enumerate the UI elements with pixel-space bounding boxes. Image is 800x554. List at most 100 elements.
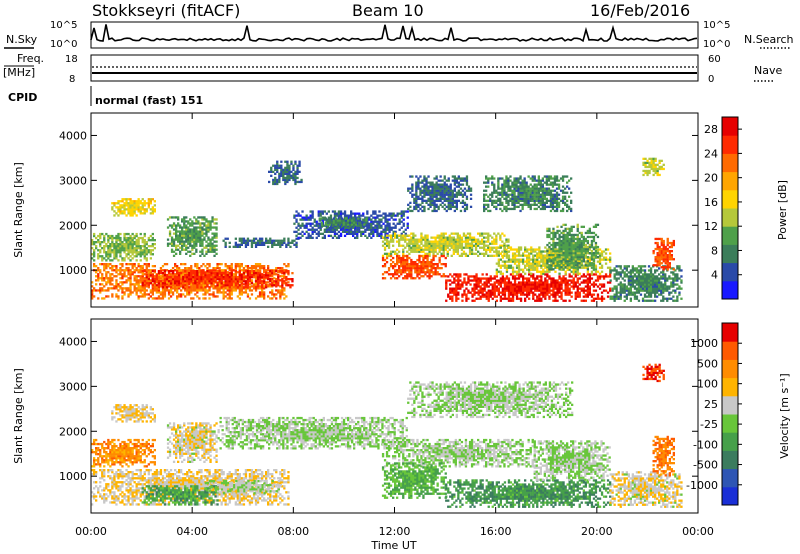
power-cell — [275, 297, 278, 300]
power-cell — [548, 275, 551, 278]
power-cell — [540, 266, 543, 269]
power-cell — [560, 295, 563, 298]
power-cell — [324, 223, 327, 226]
power-cell — [568, 245, 571, 249]
power-cell — [406, 277, 409, 280]
power-cell — [546, 281, 549, 284]
power-cell — [394, 232, 397, 235]
power-cell — [611, 295, 614, 298]
power-cell — [348, 214, 351, 217]
power-cell — [199, 240, 202, 243]
power-cell — [475, 285, 478, 288]
power-cell — [434, 238, 437, 241]
power-cell — [125, 275, 128, 278]
power-cell — [206, 274, 209, 277]
power-cell — [453, 289, 456, 292]
power-cell — [483, 248, 486, 251]
power-cell — [412, 277, 415, 280]
power-cell — [398, 269, 401, 272]
power-cell — [398, 222, 401, 225]
power-cell — [609, 273, 612, 276]
power-cell — [181, 240, 184, 243]
power-cell — [501, 293, 504, 296]
power-cell — [170, 224, 174, 227]
power-cell — [256, 243, 260, 246]
power-cell — [428, 273, 431, 276]
power-cell — [568, 243, 571, 247]
power-cell — [93, 232, 96, 236]
power-cell — [448, 242, 451, 245]
power-cell — [133, 275, 136, 278]
power-cell — [279, 243, 282, 246]
freq-label: Freq. — [17, 52, 44, 65]
power-cell — [385, 242, 389, 245]
power-cell — [558, 258, 561, 261]
power-cell — [275, 278, 278, 281]
power-cell — [600, 266, 604, 269]
power-cell — [470, 246, 474, 249]
power-cell — [192, 272, 195, 275]
power-cell — [143, 289, 146, 292]
power-cell — [501, 244, 504, 247]
power-cell — [522, 293, 525, 296]
power-cell — [311, 212, 314, 215]
power-cell — [279, 279, 282, 282]
power-cell — [199, 224, 202, 227]
power-cell — [475, 283, 478, 286]
power-cell — [609, 275, 612, 278]
power-cell — [256, 284, 260, 287]
power-cell — [222, 272, 225, 275]
power-cell — [368, 234, 371, 237]
power-cell — [505, 283, 509, 286]
power-cell — [576, 264, 579, 267]
power-cell — [548, 227, 551, 230]
power-cell — [406, 234, 409, 237]
power-cell — [157, 276, 161, 279]
power-cell — [103, 267, 106, 270]
power-cell — [352, 232, 355, 235]
power-cell — [256, 265, 260, 268]
power-cell — [370, 222, 373, 225]
power-cell — [325, 212, 328, 215]
power-cell — [145, 241, 148, 244]
power-cell — [570, 250, 573, 253]
power-cell — [199, 216, 202, 219]
power-cell — [540, 264, 543, 267]
power-cell — [440, 267, 443, 270]
power-cell — [562, 275, 565, 278]
power-cell — [171, 278, 175, 281]
power-cell — [396, 271, 399, 274]
power-cell — [204, 286, 207, 289]
power-cell — [598, 248, 602, 251]
power-cell — [582, 237, 585, 241]
power-cell — [505, 254, 509, 257]
power-cell — [211, 250, 214, 253]
power-cell — [408, 256, 411, 260]
power-cell — [424, 263, 427, 266]
power-cell — [121, 259, 124, 262]
power-cell — [228, 241, 231, 244]
power-cell — [184, 289, 187, 292]
power-cell — [457, 291, 460, 294]
power-cell — [473, 287, 476, 290]
power-cell — [332, 217, 336, 220]
power-cell — [562, 289, 565, 292]
power-cell — [530, 268, 533, 271]
power-cell — [263, 241, 266, 244]
power-cell — [430, 271, 433, 274]
power-cell — [199, 236, 202, 239]
power-cell — [430, 269, 433, 272]
power-cell — [546, 293, 549, 296]
power-cell — [418, 269, 421, 272]
power-cell — [383, 252, 387, 255]
power-cell — [215, 234, 218, 237]
power-cell — [422, 250, 425, 253]
power-cell — [388, 218, 391, 221]
power-cell — [121, 241, 124, 244]
power-cell — [420, 250, 423, 253]
power-cell — [466, 240, 470, 243]
power-cell — [119, 269, 122, 272]
power-cell — [548, 297, 551, 300]
power-cell — [341, 230, 345, 233]
power-cell — [582, 254, 585, 257]
